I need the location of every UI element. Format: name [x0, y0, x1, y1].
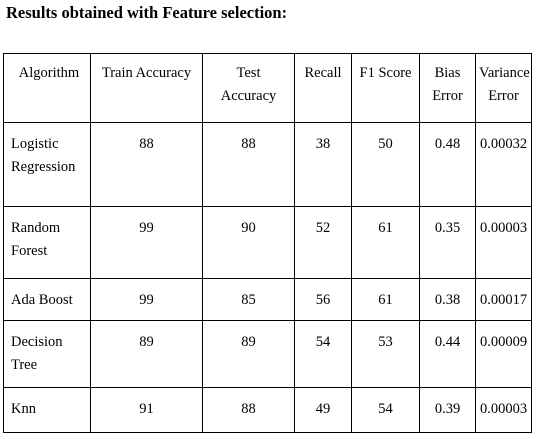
algorithm-name-line2: Tree — [11, 357, 38, 373]
algorithm-name-line2: Regression — [11, 159, 76, 175]
cell-algorithm: Ada Boost — [3, 278, 91, 321]
algorithm-name-line2: Forest — [11, 243, 48, 259]
cell-recall: 56 — [294, 278, 352, 321]
cell-test-accuracy: 89 — [202, 320, 295, 388]
algorithm-name-line1: Random — [11, 220, 61, 236]
table-row: Decision Tree 89 89 54 53 0.44 0.00009 — [3, 320, 532, 388]
cell-variance-error: 0.00032 — [475, 122, 532, 207]
cell-bias-error: 0.39 — [419, 387, 476, 433]
cell-recall: 49 — [294, 387, 352, 433]
algorithm-name-line1: Ada Boost — [11, 292, 73, 308]
header-bias-error-label-line1: Bias — [434, 65, 461, 81]
cell-variance-error: 0.00017 — [475, 278, 532, 321]
cell-bias-error: 0.38 — [419, 278, 476, 321]
cell-algorithm: Logistic Regression — [3, 122, 91, 207]
cell-test-accuracy: 90 — [202, 206, 295, 279]
cell-train-accuracy: 91 — [90, 387, 203, 433]
table-row: Random Forest 99 90 52 61 0.35 0.00003 — [3, 206, 532, 279]
cell-train-accuracy: 99 — [90, 206, 203, 279]
header-train-accuracy: Train Accuracy — [90, 53, 203, 123]
table-row: Knn 91 88 49 54 0.39 0.00003 — [3, 387, 532, 433]
header-f1-score: F1 Score — [351, 53, 420, 123]
cell-train-accuracy: 89 — [90, 320, 203, 388]
cell-recall: 54 — [294, 320, 352, 388]
cell-recall: 52 — [294, 206, 352, 279]
header-recall: Recall — [294, 53, 352, 123]
cell-variance-error: 0.00003 — [475, 387, 532, 433]
header-algorithm: Algorithm — [3, 53, 91, 123]
cell-train-accuracy: 88 — [90, 122, 203, 207]
table-row: Ada Boost 99 85 56 61 0.38 0.00017 — [3, 278, 532, 321]
algorithm-name-line1: Decision — [11, 334, 63, 350]
table-row: Logistic Regression 88 88 38 50 0.48 0.00… — [3, 122, 532, 207]
cell-f1-score: 53 — [351, 320, 420, 388]
cell-test-accuracy: 88 — [202, 122, 295, 207]
cell-variance-error: 0.00009 — [475, 320, 532, 388]
algorithm-name-line1: Logistic — [11, 136, 59, 152]
cell-test-accuracy: 88 — [202, 387, 295, 433]
cell-algorithm: Decision Tree — [3, 320, 91, 388]
cell-f1-score: 61 — [351, 206, 420, 279]
cell-algorithm: Knn — [3, 387, 91, 433]
cell-bias-error: 0.48 — [419, 122, 476, 207]
cell-f1-score: 50 — [351, 122, 420, 207]
cell-test-accuracy: 85 — [202, 278, 295, 321]
cell-f1-score: 54 — [351, 387, 420, 433]
header-variance-error-label-line2: Error — [488, 88, 519, 104]
algorithm-name-line1: Knn — [11, 401, 36, 417]
cell-bias-error: 0.35 — [419, 206, 476, 279]
header-train-accuracy-label: Train Accuracy — [101, 65, 192, 81]
header-algorithm-label: Algorithm — [18, 65, 80, 81]
header-bias-error: Bias Error — [419, 53, 476, 123]
header-test-accuracy-label-line2: Accuracy — [220, 88, 277, 104]
cell-algorithm: Random Forest — [3, 206, 91, 279]
header-test-accuracy: Test Accuracy — [202, 53, 295, 123]
table-header-row: Algorithm Train Accuracy Test Accuracy Re… — [3, 53, 532, 123]
header-bias-error-label-line2: Error — [432, 88, 463, 104]
header-variance-error-label-line1: Variance — [479, 65, 530, 81]
cell-train-accuracy: 99 — [90, 278, 203, 321]
results-table: Algorithm Train Accuracy Test Accuracy Re… — [3, 53, 532, 433]
section-heading: Results obtained with Feature selection: — [6, 3, 288, 22]
cell-variance-error: 0.00003 — [475, 206, 532, 279]
header-test-accuracy-label-line1: Test — [236, 65, 261, 81]
header-variance-error: Variance Error — [475, 53, 532, 123]
header-recall-label: Recall — [304, 65, 342, 81]
header-f1-score-label: F1 Score — [359, 65, 412, 81]
cell-recall: 38 — [294, 122, 352, 207]
cell-f1-score: 61 — [351, 278, 420, 321]
cell-bias-error: 0.44 — [419, 320, 476, 388]
